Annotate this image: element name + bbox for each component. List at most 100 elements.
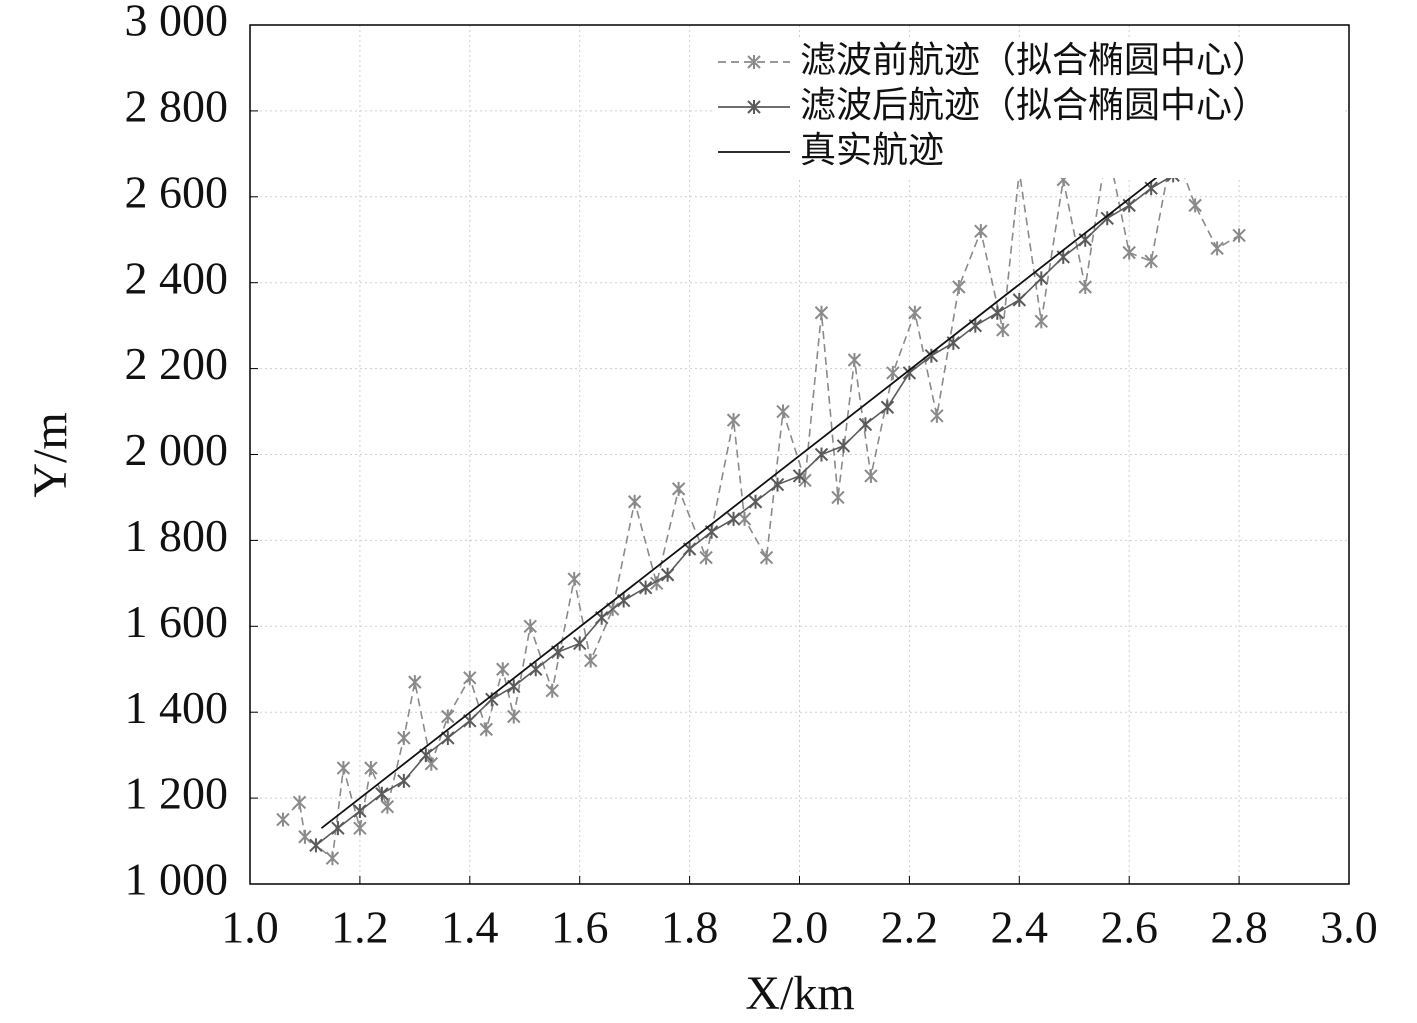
x-tick-label: 2.2 xyxy=(881,902,939,953)
marker xyxy=(814,305,829,320)
series-line xyxy=(282,142,1240,860)
marker xyxy=(375,786,389,801)
marker xyxy=(336,761,351,776)
marker xyxy=(572,636,587,651)
marker xyxy=(353,821,367,836)
marker xyxy=(952,279,966,294)
marker xyxy=(902,365,917,380)
marker xyxy=(397,773,411,788)
marker xyxy=(364,761,378,776)
marker xyxy=(1232,228,1246,243)
plot-area xyxy=(276,133,1246,866)
marker xyxy=(309,838,323,853)
marker xyxy=(836,438,851,453)
marker xyxy=(974,224,988,239)
marker xyxy=(507,709,521,724)
x-tick-label: 1.2 xyxy=(331,902,389,953)
marker xyxy=(792,468,807,483)
legend-marker xyxy=(747,100,761,114)
legend-label: 滤波后航迹（拟合椭圆中心） xyxy=(800,85,1268,126)
marker xyxy=(1034,271,1048,286)
y-tick-label: 2 000 xyxy=(125,424,229,475)
marker xyxy=(419,748,433,763)
marker xyxy=(1012,292,1027,307)
marker xyxy=(996,322,1010,337)
x-tick-label: 2.0 xyxy=(771,902,829,953)
marker xyxy=(660,567,675,582)
marker xyxy=(831,490,845,505)
series-line xyxy=(320,138,1207,829)
marker xyxy=(726,413,741,428)
series-line xyxy=(315,140,1218,846)
marker xyxy=(748,494,763,509)
y-tick-label: 3 000 xyxy=(125,0,229,46)
y-tick-label: 2 400 xyxy=(125,252,229,303)
marker xyxy=(924,348,939,363)
marker xyxy=(1078,279,1092,294)
marker xyxy=(930,408,944,423)
marker xyxy=(880,400,895,415)
marker xyxy=(638,580,653,595)
marker xyxy=(671,481,686,496)
x-axis-label: X/km xyxy=(745,967,854,1020)
y-tick-label: 2 600 xyxy=(125,166,229,217)
y-tick-label: 1 000 xyxy=(125,854,229,905)
marker xyxy=(759,550,774,565)
plot-frame xyxy=(249,24,1350,885)
marker xyxy=(726,511,741,526)
y-tick-label: 1 200 xyxy=(125,768,229,819)
y-tick-label: 2 200 xyxy=(125,338,229,389)
marker xyxy=(496,662,510,677)
marker xyxy=(1188,198,1202,213)
marker xyxy=(408,675,422,690)
marker xyxy=(908,305,922,320)
legend-label: 真实航迹 xyxy=(800,130,944,171)
marker xyxy=(1078,232,1092,247)
marker xyxy=(627,494,642,509)
marker xyxy=(545,683,559,698)
marker xyxy=(397,730,411,745)
marker xyxy=(1034,314,1048,329)
marker xyxy=(847,353,862,368)
y-tick-label: 1 400 xyxy=(125,682,229,733)
y-tick-label: 2 800 xyxy=(125,80,229,131)
x-tick-label: 2.6 xyxy=(1100,902,1158,953)
x-tick-label: 1.0 xyxy=(221,902,279,953)
marker xyxy=(1122,198,1136,213)
y-tick-label: 1 600 xyxy=(125,596,229,647)
marker xyxy=(523,619,537,634)
marker xyxy=(990,305,1005,320)
marker xyxy=(441,730,455,745)
marker xyxy=(864,468,878,483)
marker xyxy=(737,511,752,526)
marker xyxy=(776,404,790,419)
y-axis-label: Y/m xyxy=(24,412,77,497)
marker xyxy=(567,572,581,587)
x-tick-label: 3.0 xyxy=(1320,902,1378,953)
legend-box xyxy=(714,38,1343,178)
x-tick-label: 2.4 xyxy=(991,902,1049,953)
legend-label: 滤波前航迹（拟合椭圆中心） xyxy=(800,40,1268,81)
marker xyxy=(814,447,829,462)
x-tick-label: 2.8 xyxy=(1210,902,1268,953)
marker xyxy=(424,756,439,771)
marker xyxy=(1100,211,1114,226)
x-tick-label: 1.8 xyxy=(661,902,719,953)
legend-marker xyxy=(747,55,761,69)
marker xyxy=(298,829,312,844)
marker xyxy=(583,653,598,668)
marker xyxy=(699,550,713,565)
marker xyxy=(479,722,493,737)
marker xyxy=(1056,249,1070,264)
marker xyxy=(441,709,455,724)
marker xyxy=(353,803,367,818)
marker xyxy=(1122,245,1136,260)
marker xyxy=(380,799,395,814)
x-tick-label: 1.6 xyxy=(551,902,609,953)
marker xyxy=(331,821,345,836)
marker xyxy=(770,477,785,492)
marker xyxy=(292,795,307,810)
marker xyxy=(858,417,873,432)
